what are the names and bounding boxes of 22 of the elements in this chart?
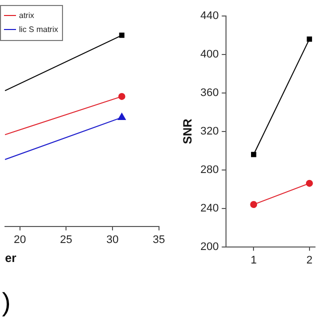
x-tick-label: 20 xyxy=(14,234,26,246)
x-tick-label: 35 xyxy=(152,234,166,246)
y-tick-label: 280 xyxy=(200,164,219,176)
x-axis-title: er xyxy=(5,251,17,266)
y-tick-label: 240 xyxy=(200,202,219,214)
y-tick-label: 360 xyxy=(200,86,219,99)
point xyxy=(250,200,258,208)
x-tick-label: 30 xyxy=(106,234,119,246)
x-tick-label: 2 xyxy=(306,254,312,266)
legend-label: atrix xyxy=(19,11,34,20)
point xyxy=(251,152,256,158)
y-tick-label: 440 xyxy=(200,10,219,22)
text: ) xyxy=(2,287,11,317)
legend-label: lic S matrix xyxy=(19,25,58,34)
y-axis-title: SNR xyxy=(180,118,195,144)
y-tick-label: 320 xyxy=(200,125,219,138)
point xyxy=(306,36,312,42)
x-tick-label: 1 xyxy=(250,254,257,266)
x-tick-label: 25 xyxy=(60,234,72,246)
y-tick-label: 400 xyxy=(200,48,219,60)
y-tick-label: 200 xyxy=(200,240,219,253)
point xyxy=(306,180,313,187)
